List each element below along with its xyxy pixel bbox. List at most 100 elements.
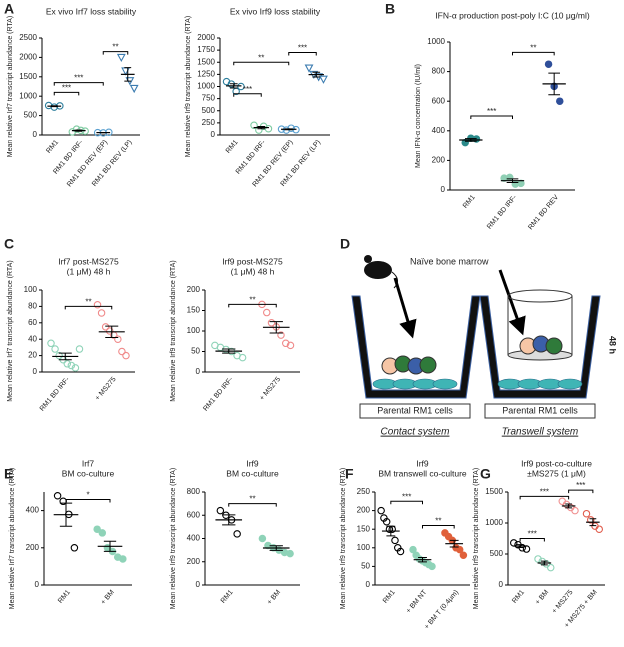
data-point xyxy=(119,555,127,563)
y-tick-label: 50 xyxy=(361,562,370,571)
data-point xyxy=(71,364,80,372)
error-bar xyxy=(548,72,560,96)
arrow xyxy=(393,277,417,339)
data-point xyxy=(216,506,225,515)
error-bar xyxy=(59,502,73,527)
error-bar xyxy=(540,560,548,566)
chart-title: Irf9 xyxy=(246,458,259,468)
data-point xyxy=(264,124,273,133)
data-point xyxy=(53,491,62,500)
significance-label: *** xyxy=(298,44,307,53)
y-tick-label: 1250 xyxy=(197,69,215,78)
y-tick-label: 2000 xyxy=(19,53,37,62)
y-tick-label: 150 xyxy=(187,306,201,315)
data-point xyxy=(250,121,258,130)
y-axis-label: Mean relative Irf7 transcript abundance … xyxy=(7,16,14,157)
data-point xyxy=(281,339,290,348)
significance-label: * xyxy=(86,491,89,500)
error-bar xyxy=(75,129,83,132)
y-tick-label: 1500 xyxy=(197,57,215,66)
error-bar xyxy=(229,83,238,89)
y-axis-label: Mean relative Irf9 transcript abundance … xyxy=(473,468,480,609)
y-tick-label: 40 xyxy=(28,334,37,343)
x-tick-label: RM1 xyxy=(225,139,240,155)
error-bar xyxy=(589,518,597,527)
chart-title: BM transwell co-culture xyxy=(378,468,467,478)
error-bar xyxy=(105,325,119,339)
data-point xyxy=(587,516,595,524)
y-tick-label: 750 xyxy=(202,94,216,103)
data-point xyxy=(505,173,514,182)
chart: Irf7 post-MS275(1 μM) 48 h 0 20 40 60 80 100 Me… xyxy=(7,256,135,413)
y-tick-label: 0 xyxy=(196,580,201,589)
significance-bracket xyxy=(390,500,423,505)
significance-label: ** xyxy=(435,517,441,526)
significance-label: *** xyxy=(62,83,71,92)
y-tick-label: 50 xyxy=(191,347,200,356)
data-point xyxy=(63,360,72,368)
y-tick-label: 1500 xyxy=(485,487,503,496)
x-tick-label: RM1 BD IRF- xyxy=(486,193,519,230)
y-tick-label: 400 xyxy=(432,126,446,135)
y-axis-label: Mean relative Irf7 transcript abundance … xyxy=(7,260,14,401)
data-point xyxy=(459,551,468,559)
significance-label: *** xyxy=(243,85,252,94)
panel-label: G xyxy=(480,466,491,482)
error-bar xyxy=(269,545,283,551)
chart-title: ±MS275 (1 μM) xyxy=(527,468,586,478)
data-point xyxy=(544,60,553,68)
data-point xyxy=(72,125,81,133)
chart-title: IFN-α production post-poly I:C (10 μg/ml… xyxy=(435,10,590,20)
significance-label: ** xyxy=(85,298,91,307)
y-tick-label: 800 xyxy=(432,67,446,76)
x-tick-label: + MS275 xyxy=(94,376,118,402)
y-tick-label: 100 xyxy=(24,285,38,294)
data-point xyxy=(238,353,247,362)
chart: Irf9 post-co-culture±MS275 (1 μM) 0 500 100… xyxy=(473,458,605,629)
significance-bracket xyxy=(519,538,545,542)
x-tick-label: + BM xyxy=(266,589,282,606)
significance-bracket xyxy=(288,52,317,56)
y-tick-label: 1750 xyxy=(197,45,215,54)
significance-label: ** xyxy=(112,43,118,52)
y-tick-label: 0 xyxy=(33,130,38,139)
y-tick-label: 150 xyxy=(357,524,371,533)
chart-title: Irf7 post-MS275 xyxy=(58,256,119,266)
significance-bracket xyxy=(228,503,277,507)
significance-label: ** xyxy=(249,295,255,304)
significance-label: *** xyxy=(528,530,537,539)
data-point xyxy=(51,345,59,353)
data-point xyxy=(286,341,295,350)
significance-bracket xyxy=(64,305,113,310)
data-point xyxy=(382,518,391,526)
x-tick-label: + BM xyxy=(100,589,116,606)
diagram-caption: Transwell system xyxy=(502,427,579,438)
y-tick-label: 400 xyxy=(187,534,201,543)
chart-title: Ex vivo Irf7 loss stability xyxy=(46,6,137,16)
y-tick-label: 0 xyxy=(366,580,371,589)
data-point xyxy=(428,562,436,571)
data-point xyxy=(118,347,126,356)
y-tick-label: 500 xyxy=(24,111,38,120)
data-point xyxy=(595,525,603,533)
data-point xyxy=(409,545,417,554)
diagram-label: Parental RM1 cells xyxy=(502,405,578,415)
x-tick-label: RM1 BD REV xyxy=(527,194,560,232)
cell xyxy=(545,337,563,355)
data-point xyxy=(97,309,106,317)
insert xyxy=(507,289,573,303)
data-point xyxy=(286,549,294,558)
y-tick-label: 200 xyxy=(432,156,446,165)
significance-bracket xyxy=(53,82,104,86)
significance-bracket xyxy=(65,498,111,503)
chart-title: Irf7 xyxy=(82,458,95,468)
data-point xyxy=(105,327,114,335)
data-point xyxy=(116,53,126,63)
error-bar xyxy=(124,67,132,82)
data-point xyxy=(319,75,328,84)
well xyxy=(351,295,481,399)
well xyxy=(479,295,601,399)
panel-label: F xyxy=(345,466,354,482)
chart-title: (1 μM) 48 h xyxy=(231,266,275,276)
